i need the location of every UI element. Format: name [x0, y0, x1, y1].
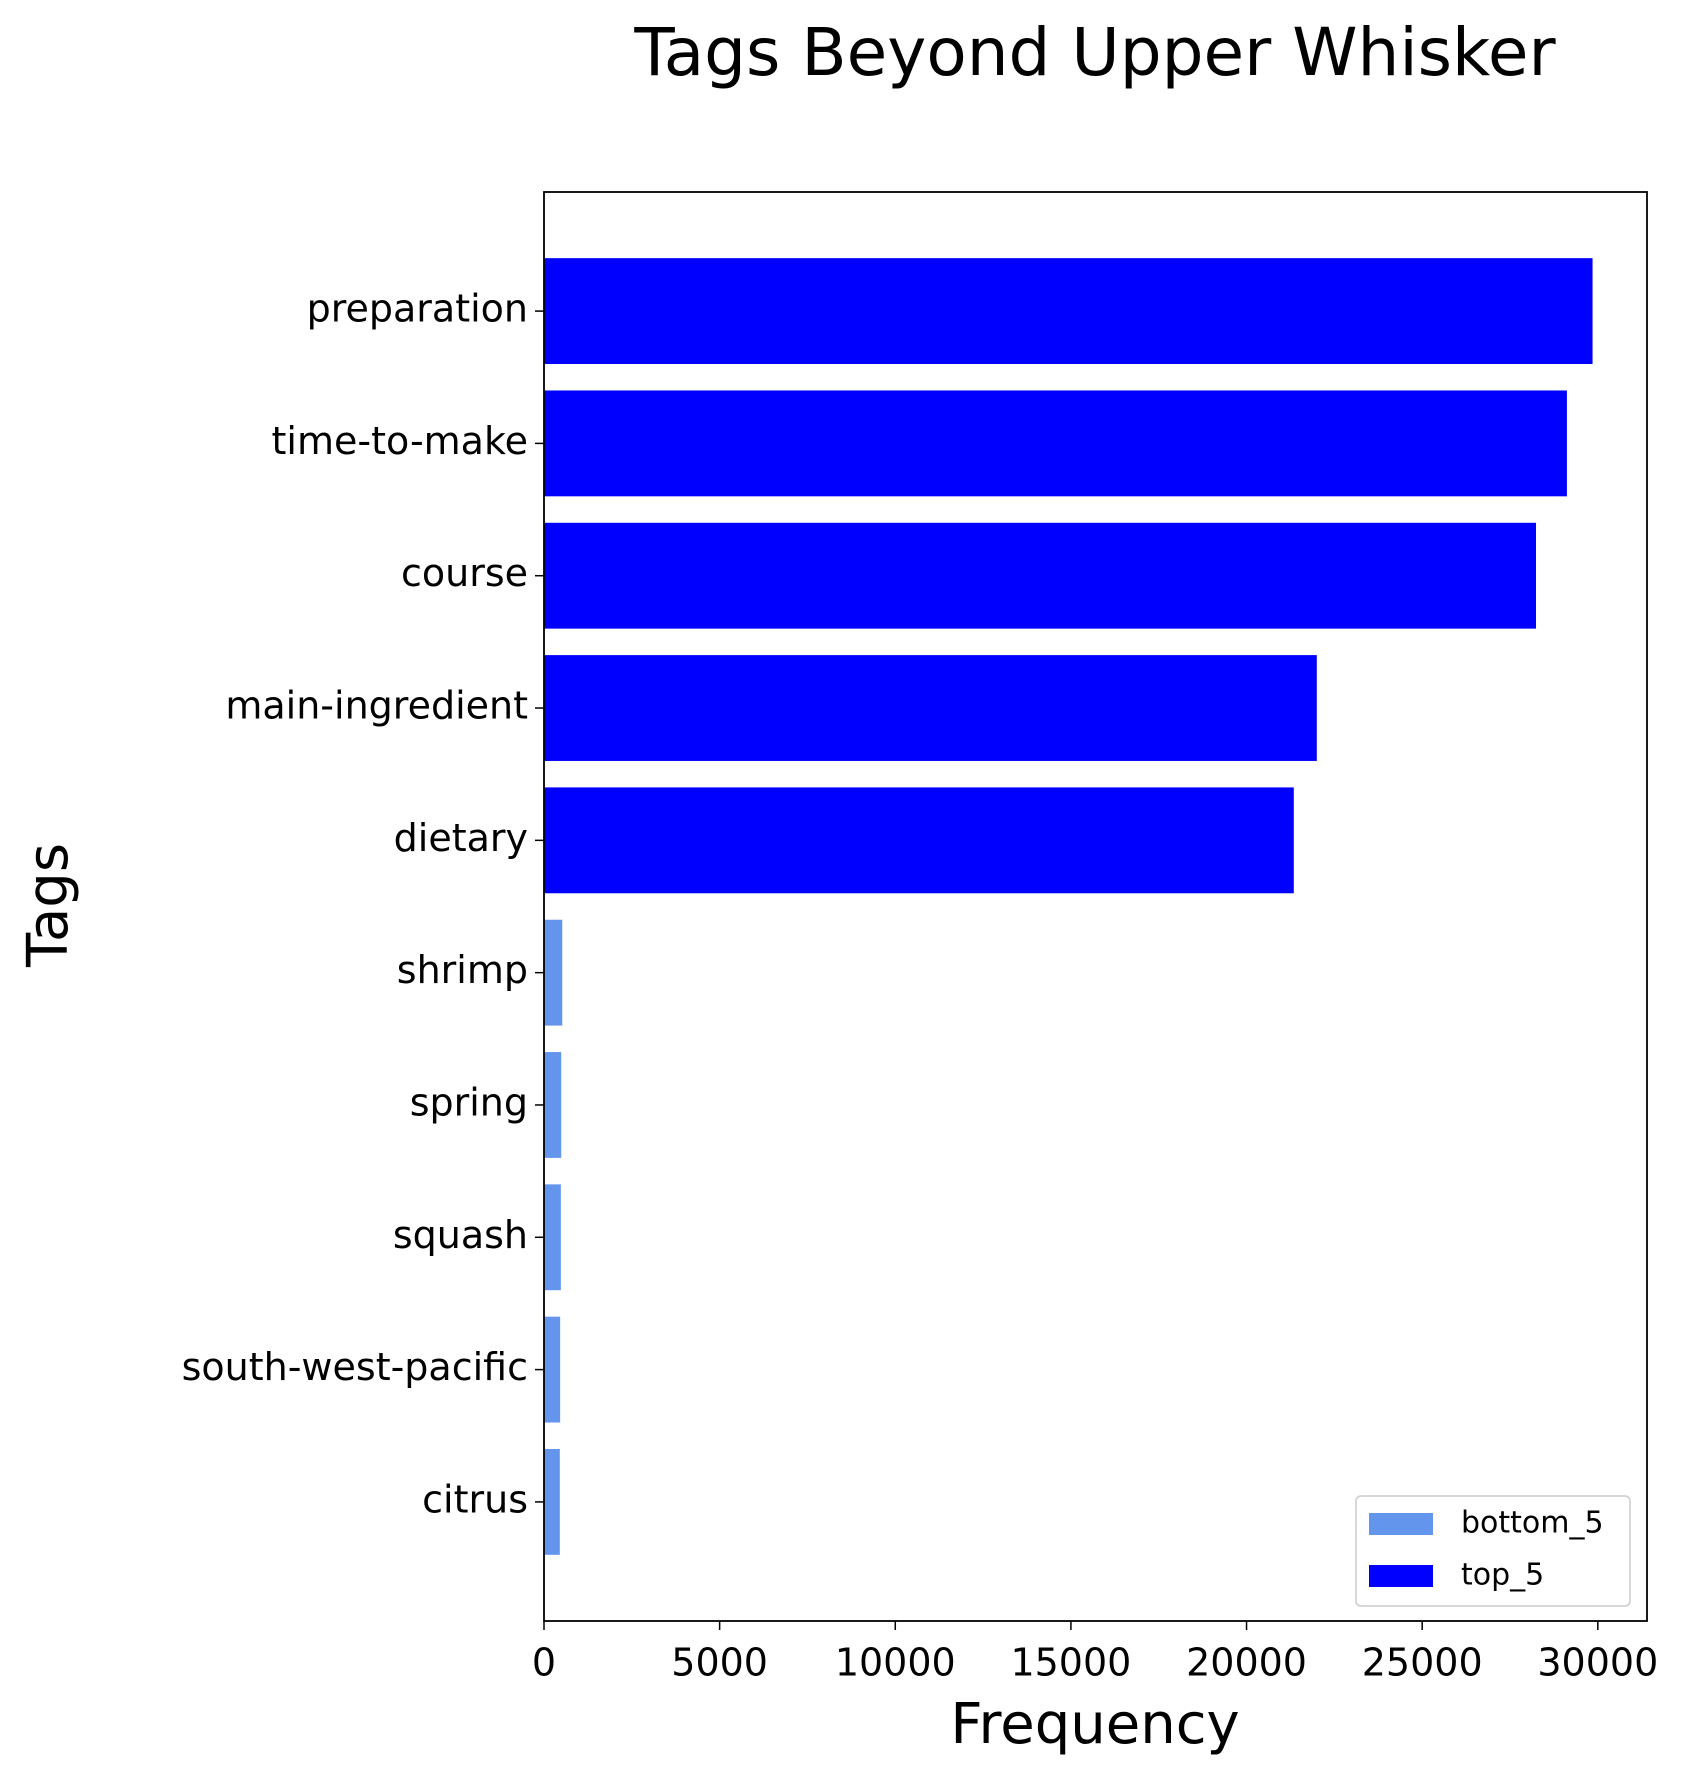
bar — [544, 655, 1317, 761]
bar — [544, 787, 1294, 894]
x-tick-label: 20000 — [1186, 1641, 1307, 1685]
bar — [544, 258, 1593, 365]
legend-swatch — [1369, 1565, 1433, 1587]
x-axis-label: Frequency — [950, 1692, 1239, 1757]
y-axis-label: Tags — [16, 843, 81, 968]
legend-label: top_5 — [1461, 1558, 1544, 1593]
y-tick-label: time-to-make — [272, 419, 528, 463]
bar — [544, 1316, 561, 1423]
y-tick-label: dietary — [394, 816, 528, 860]
plot-frame — [543, 191, 1648, 1622]
y-tick-label: course — [401, 551, 528, 595]
x-tick-label: 25000 — [1362, 1641, 1483, 1685]
x-tick-label: 15000 — [1010, 1641, 1131, 1685]
y-tick-label: main-ingredient — [225, 684, 528, 728]
y-tick-label: squash — [393, 1213, 528, 1257]
bar — [544, 1448, 560, 1555]
y-tick-label: citrus — [422, 1477, 528, 1521]
chart-title: Tags Beyond Upper Whisker — [633, 14, 1556, 91]
y-tick-label: shrimp — [397, 948, 528, 992]
y-tick-label: south-west-pacific — [182, 1345, 528, 1389]
bar — [544, 1184, 561, 1291]
bar — [544, 390, 1567, 497]
legend-label: bottom_5 — [1461, 1506, 1604, 1541]
x-tick-label: 5000 — [671, 1641, 768, 1685]
y-tick-label: preparation — [307, 287, 528, 331]
x-tick-label: 10000 — [835, 1641, 956, 1685]
legend-swatch — [1369, 1513, 1433, 1535]
x-tick-label: 0 — [532, 1641, 556, 1685]
bar — [544, 1052, 562, 1158]
y-tick-label: spring — [410, 1080, 528, 1124]
bar — [544, 919, 563, 1026]
x-tick-label: 30000 — [1537, 1641, 1658, 1685]
bar — [544, 522, 1536, 629]
